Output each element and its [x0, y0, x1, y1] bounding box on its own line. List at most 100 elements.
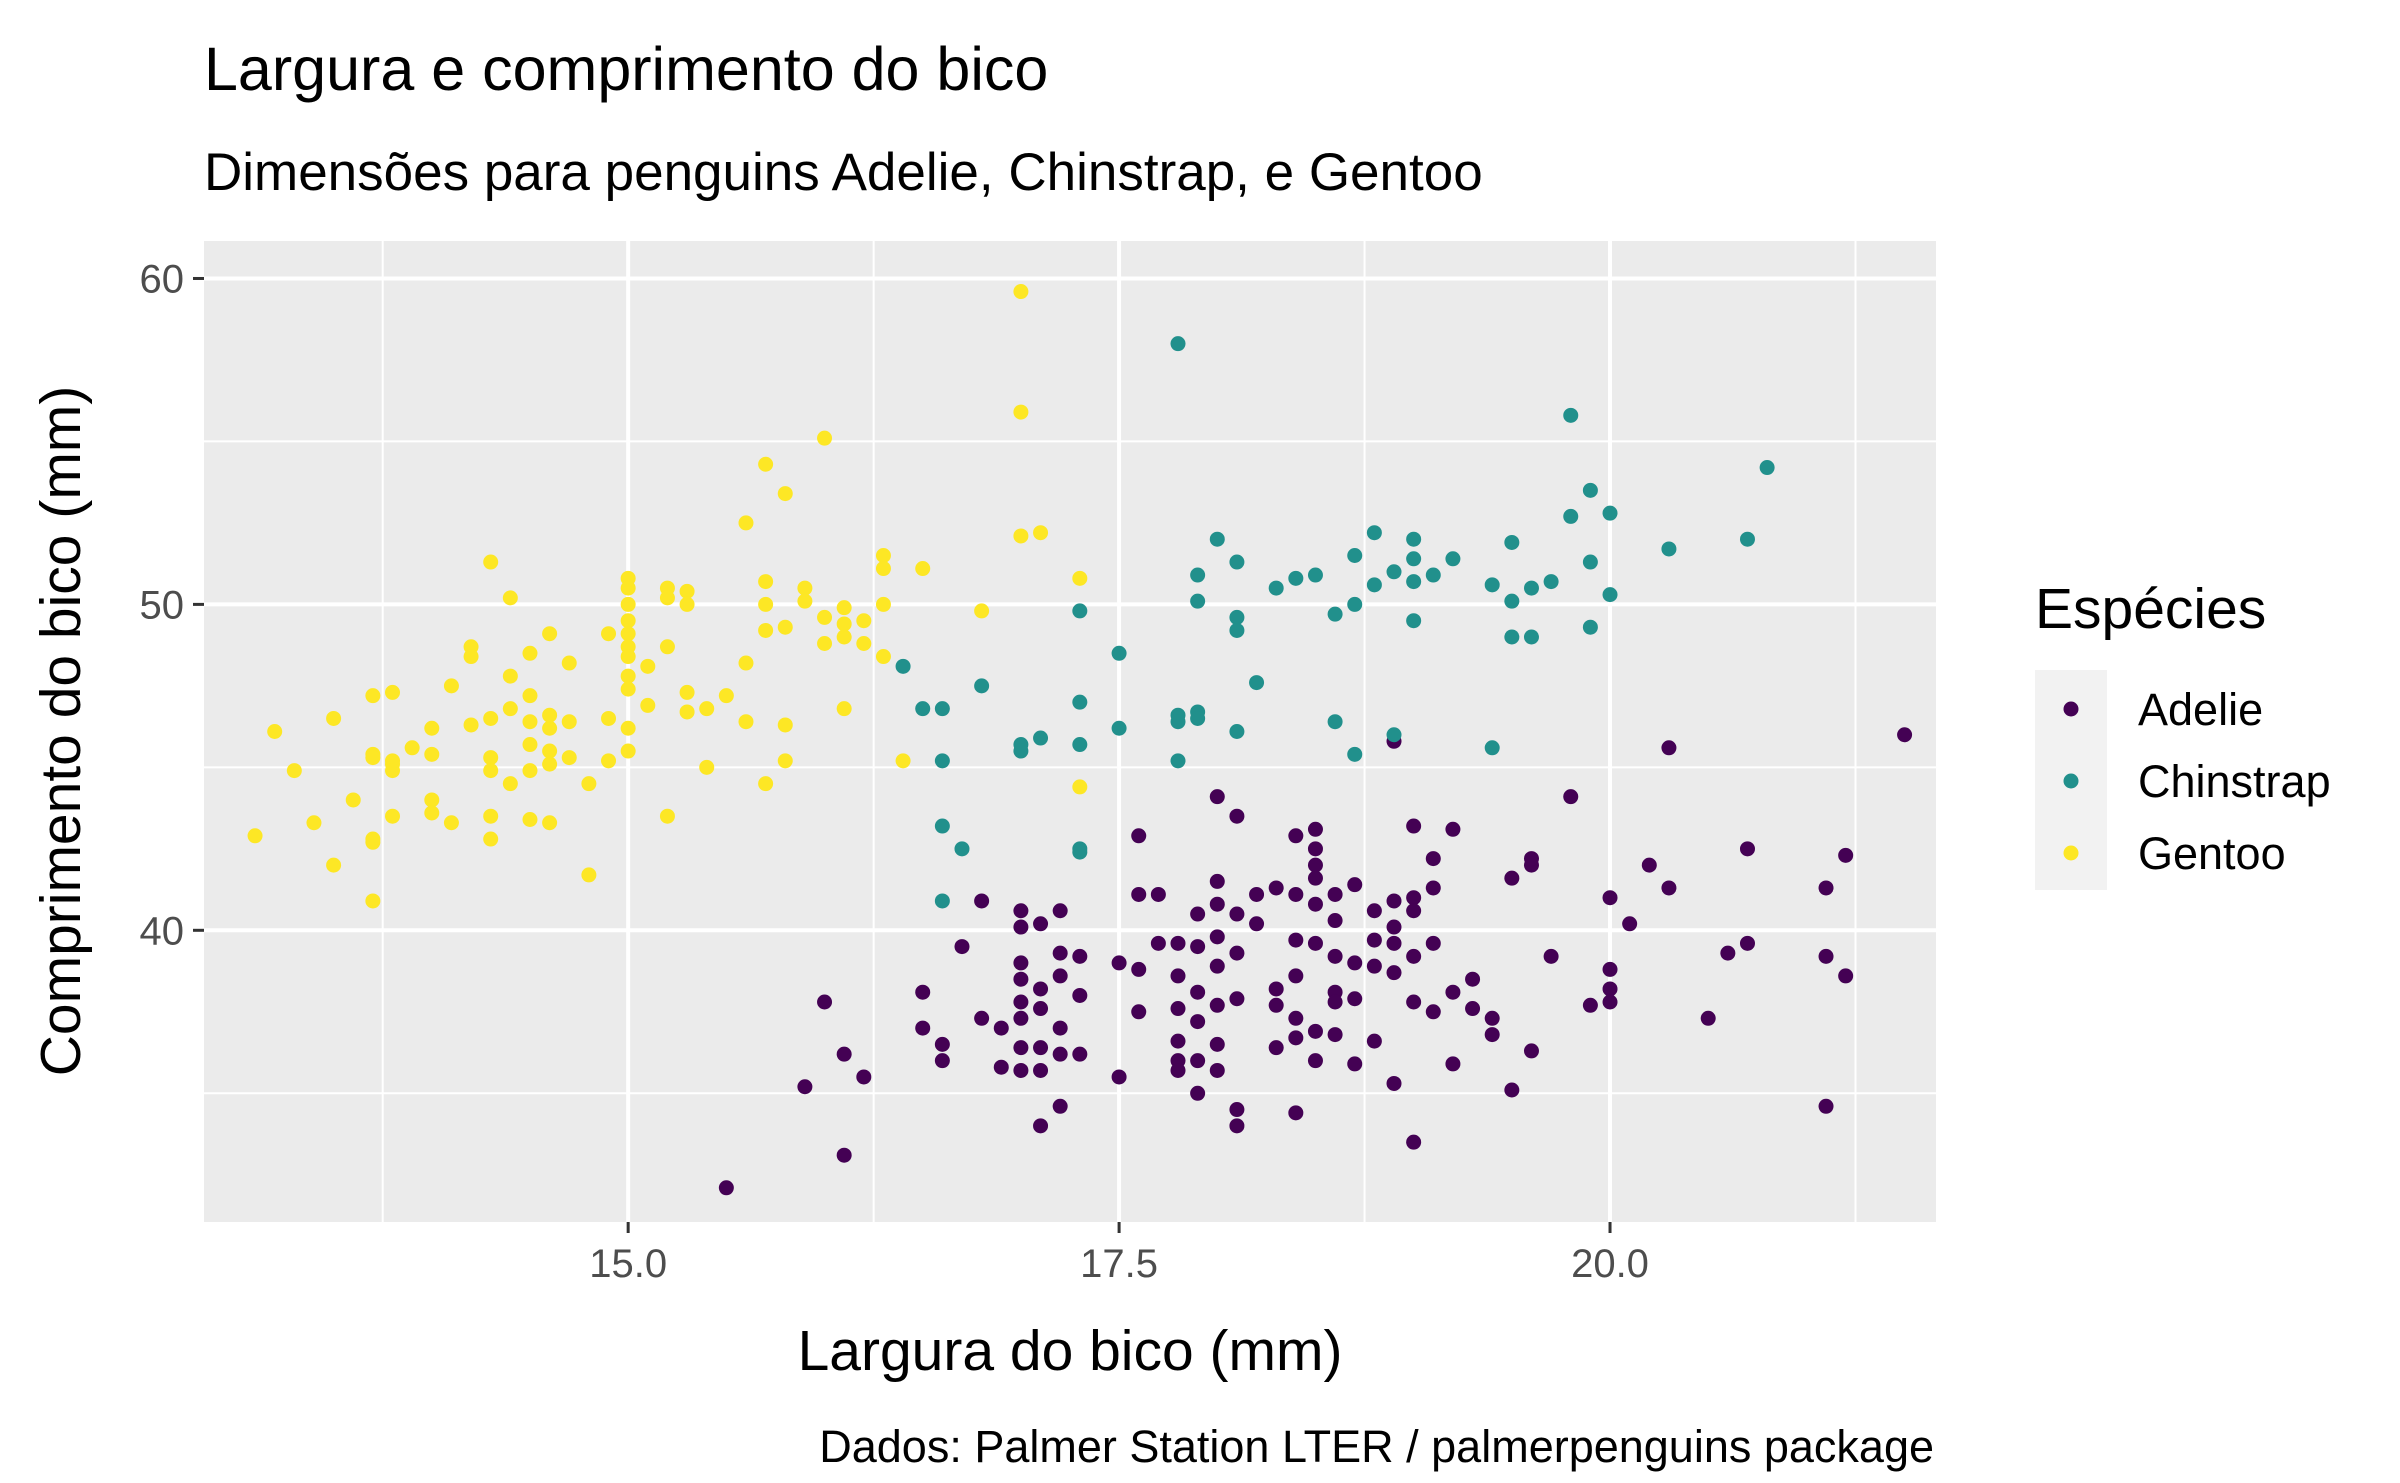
data-point	[1327, 606, 1343, 622]
data-point	[1700, 1010, 1716, 1026]
data-point	[345, 792, 361, 808]
data-point	[542, 815, 558, 831]
data-point	[1445, 984, 1461, 1000]
data-point	[895, 753, 911, 769]
data-point	[1347, 955, 1363, 971]
data-point	[463, 649, 479, 665]
legend-label-gentoo: Gentoo	[2138, 828, 2286, 879]
legend-items: Adelie Chinstrap Gentoo	[2063, 684, 2331, 879]
data-point	[1288, 932, 1304, 948]
legend-key-adelie	[2063, 701, 2079, 717]
data-point	[1131, 1004, 1147, 1020]
data-point	[974, 678, 990, 694]
legend-label-chinstrap: Chinstrap	[2138, 756, 2331, 807]
data-point	[1327, 994, 1343, 1010]
data-point	[1523, 851, 1539, 867]
data-point	[915, 984, 931, 1000]
data-point	[1366, 525, 1382, 541]
data-point	[1190, 567, 1206, 583]
legend-title: Espécies	[2035, 577, 2266, 641]
data-point	[1406, 903, 1422, 919]
data-point	[1386, 965, 1402, 981]
data-point	[1229, 906, 1245, 922]
data-point	[1170, 336, 1186, 352]
data-point	[483, 808, 499, 824]
data-point	[1013, 919, 1029, 935]
data-point	[1582, 619, 1598, 635]
data-point	[1543, 948, 1559, 964]
data-point	[1150, 886, 1166, 902]
data-point	[1366, 903, 1382, 919]
data-point	[1307, 896, 1323, 912]
data-point	[1288, 1030, 1304, 1046]
chart-subtitle: Dimensões para penguins Adelie, Chinstra…	[204, 143, 1483, 202]
data-point	[1249, 886, 1265, 902]
data-point	[1170, 714, 1186, 730]
legend-key-chinstrap	[2063, 773, 2079, 789]
data-point	[817, 430, 833, 446]
data-point	[385, 684, 401, 700]
data-point	[1366, 1033, 1382, 1049]
series-adelie	[718, 727, 1913, 1196]
data-point	[1504, 534, 1520, 550]
data-point	[1307, 841, 1323, 857]
data-point	[1307, 1053, 1323, 1069]
data-point	[1013, 994, 1029, 1010]
data-point	[522, 714, 538, 730]
data-point	[601, 753, 617, 769]
data-point	[1052, 1098, 1068, 1114]
data-point	[1347, 548, 1363, 564]
data-point	[1033, 525, 1049, 541]
data-point	[1111, 955, 1127, 971]
data-point	[1406, 1134, 1422, 1150]
series-gentoo	[247, 284, 1088, 909]
data-point	[640, 697, 656, 713]
data-point	[1661, 541, 1677, 557]
data-point	[1229, 1102, 1245, 1118]
data-point	[777, 753, 793, 769]
data-point	[1484, 740, 1500, 756]
data-point	[483, 763, 499, 779]
data-point	[1150, 935, 1166, 951]
data-point	[1523, 629, 1539, 645]
data-point	[483, 831, 499, 847]
data-point	[1661, 740, 1677, 756]
data-point	[1052, 1046, 1068, 1062]
data-point	[1111, 720, 1127, 736]
data-point	[1229, 945, 1245, 961]
data-point	[1406, 948, 1422, 964]
data-point	[1033, 1118, 1049, 1134]
legend-label-adelie: Adelie	[2138, 684, 2263, 735]
data-point	[934, 701, 950, 717]
data-point	[1366, 932, 1382, 948]
data-point	[738, 714, 754, 730]
data-point	[522, 645, 538, 661]
data-point	[817, 636, 833, 652]
data-point	[1307, 821, 1323, 837]
data-point	[483, 710, 499, 726]
data-point	[1484, 1010, 1500, 1026]
data-point	[758, 596, 774, 612]
data-point	[1347, 1056, 1363, 1072]
data-point	[1072, 603, 1088, 619]
data-point	[1288, 570, 1304, 586]
data-point	[483, 750, 499, 766]
data-point	[1425, 880, 1441, 896]
data-point	[1386, 893, 1402, 909]
data-point	[620, 596, 636, 612]
data-point	[306, 815, 322, 831]
data-point	[856, 613, 872, 629]
data-point	[836, 629, 852, 645]
data-point	[1170, 935, 1186, 951]
data-point	[1190, 593, 1206, 609]
data-point	[1052, 968, 1068, 984]
data-point	[1739, 935, 1755, 951]
data-point	[1249, 916, 1265, 932]
data-point	[1602, 505, 1618, 521]
data-point	[777, 717, 793, 733]
data-point	[1739, 841, 1755, 857]
data-point	[502, 668, 518, 684]
data-point	[1209, 958, 1225, 974]
data-point	[1386, 919, 1402, 935]
